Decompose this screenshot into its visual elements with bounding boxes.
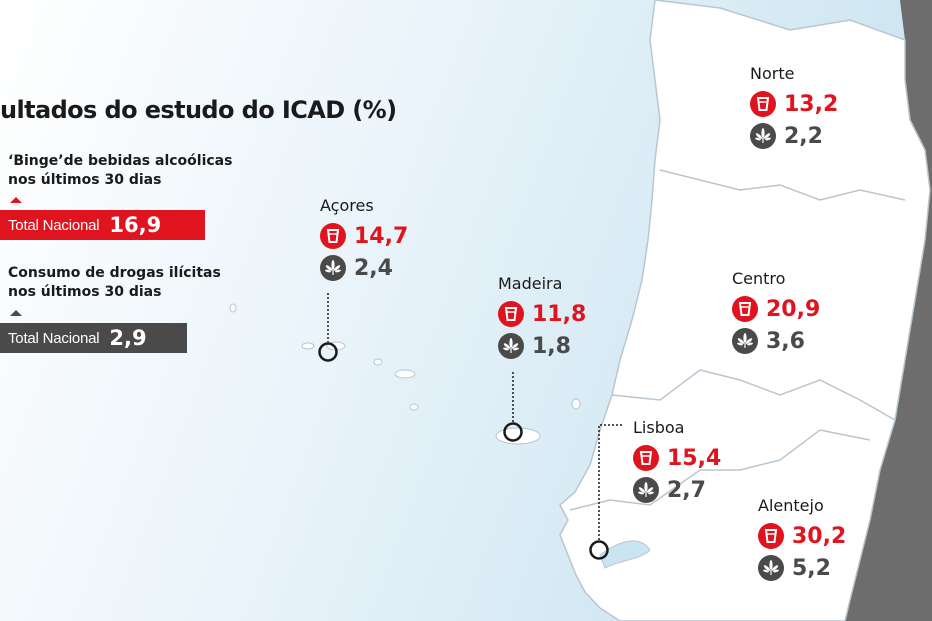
border-lisboa-alentejo	[569, 429, 871, 511]
cannabis-leaf-icon	[498, 333, 524, 359]
region-norte-name: Norte	[750, 64, 795, 83]
region-acores-drugs-value: 2,4	[354, 255, 393, 281]
cup-icon	[320, 223, 346, 249]
legend-binge-total: Total Nacional 16,9	[0, 210, 205, 240]
legend-binge-total-label: Total Nacional	[8, 216, 100, 234]
border-centro-lisboa	[611, 369, 896, 421]
cup-icon	[732, 296, 758, 322]
cannabis-leaf-icon	[633, 477, 659, 503]
region-alentejo: Alentejo 30,2 5,2	[758, 496, 846, 581]
region-norte-drugs-value: 2,2	[784, 123, 823, 149]
region-alentejo-name: Alentejo	[758, 496, 824, 515]
madeira-islands	[495, 398, 581, 445]
region-lisboa: Lisboa 15,4 2,7	[633, 418, 721, 503]
region-centro-binge-value: 20,9	[766, 296, 821, 322]
cannabis-leaf-icon	[320, 255, 346, 281]
lisboa-marker	[589, 540, 609, 560]
region-lisboa-name: Lisboa	[633, 418, 685, 437]
region-acores-binge-value: 14,7	[354, 223, 409, 249]
cannabis-leaf-icon	[758, 555, 784, 581]
cup-icon	[498, 301, 524, 327]
legend-drugs-label: Consumo de drogas ilícitas nos últimos 3…	[8, 264, 221, 302]
region-centro-drugs-value: 3,6	[766, 328, 805, 354]
legend-drugs-total-value: 2,9	[109, 326, 147, 350]
region-centro-name: Centro	[732, 269, 786, 288]
region-centro-drugs: 3,6	[732, 328, 820, 354]
page-title: ultados do estudo do ICAD (%)	[0, 96, 397, 124]
legend-drugs-total-label: Total Nacional	[8, 329, 100, 347]
region-alentejo-drugs: 5,2	[758, 555, 846, 581]
region-acores-drugs: 2,4	[320, 255, 408, 281]
region-norte: Norte 13,2 2,2	[750, 64, 838, 149]
legend-drugs-total: Total Nacional 2,9	[0, 323, 187, 353]
cup-icon	[750, 91, 776, 117]
legend-binge-total-value: 16,9	[109, 213, 162, 237]
cup-icon	[758, 523, 784, 549]
region-acores-binge: 14,7	[320, 223, 408, 249]
region-norte-drugs: 2,2	[750, 123, 838, 149]
region-norte-binge-value: 13,2	[784, 91, 839, 117]
region-alentejo-drugs-value: 5,2	[792, 555, 831, 581]
region-madeira-drugs: 1,8	[498, 333, 586, 359]
cup-icon	[633, 445, 659, 471]
legend-binge-line2: nos últimos 30 dias	[8, 172, 162, 188]
region-lisboa-drugs-value: 2,7	[667, 477, 706, 503]
cannabis-leaf-icon	[732, 328, 758, 354]
region-madeira-binge-value: 11,8	[532, 301, 587, 327]
madeira-marker	[503, 422, 523, 442]
region-norte-binge: 13,2	[750, 91, 838, 117]
region-centro-binge: 20,9	[732, 296, 820, 322]
region-alentejo-binge: 30,2	[758, 523, 846, 549]
legend-binge-line1: ‘Binge’de bebidas alcoólicas	[8, 153, 233, 169]
legend-drugs-line2: nos últimos 30 dias	[8, 284, 162, 300]
region-alentejo-binge-value: 30,2	[792, 523, 847, 549]
region-lisboa-binge-value: 15,4	[667, 445, 722, 471]
region-madeira-drugs-value: 1,8	[532, 333, 571, 359]
region-madeira-name: Madeira	[498, 274, 563, 293]
legend-drugs-pointer	[10, 310, 22, 316]
region-lisboa-binge: 15,4	[633, 445, 721, 471]
region-acores-name: Açores	[320, 196, 374, 215]
region-lisboa-drugs: 2,7	[633, 477, 721, 503]
region-madeira: Madeira 11,8 1,8	[498, 274, 586, 359]
region-madeira-binge: 11,8	[498, 301, 586, 327]
region-centro: Centro 20,9 3,6	[732, 269, 820, 354]
region-acores: Açores 14,7 2,4	[320, 196, 408, 281]
legend-drugs-line1: Consumo de drogas ilícitas	[8, 265, 221, 281]
border-norte-centro	[659, 169, 906, 201]
cannabis-leaf-icon	[750, 123, 776, 149]
acores-marker	[318, 342, 338, 362]
tagus-estuary	[599, 540, 651, 569]
spain-landmass	[845, 0, 932, 621]
legend-binge-pointer	[10, 197, 22, 203]
legend-binge-label: ‘Binge’de bebidas alcoólicas nos últimos…	[8, 152, 232, 190]
